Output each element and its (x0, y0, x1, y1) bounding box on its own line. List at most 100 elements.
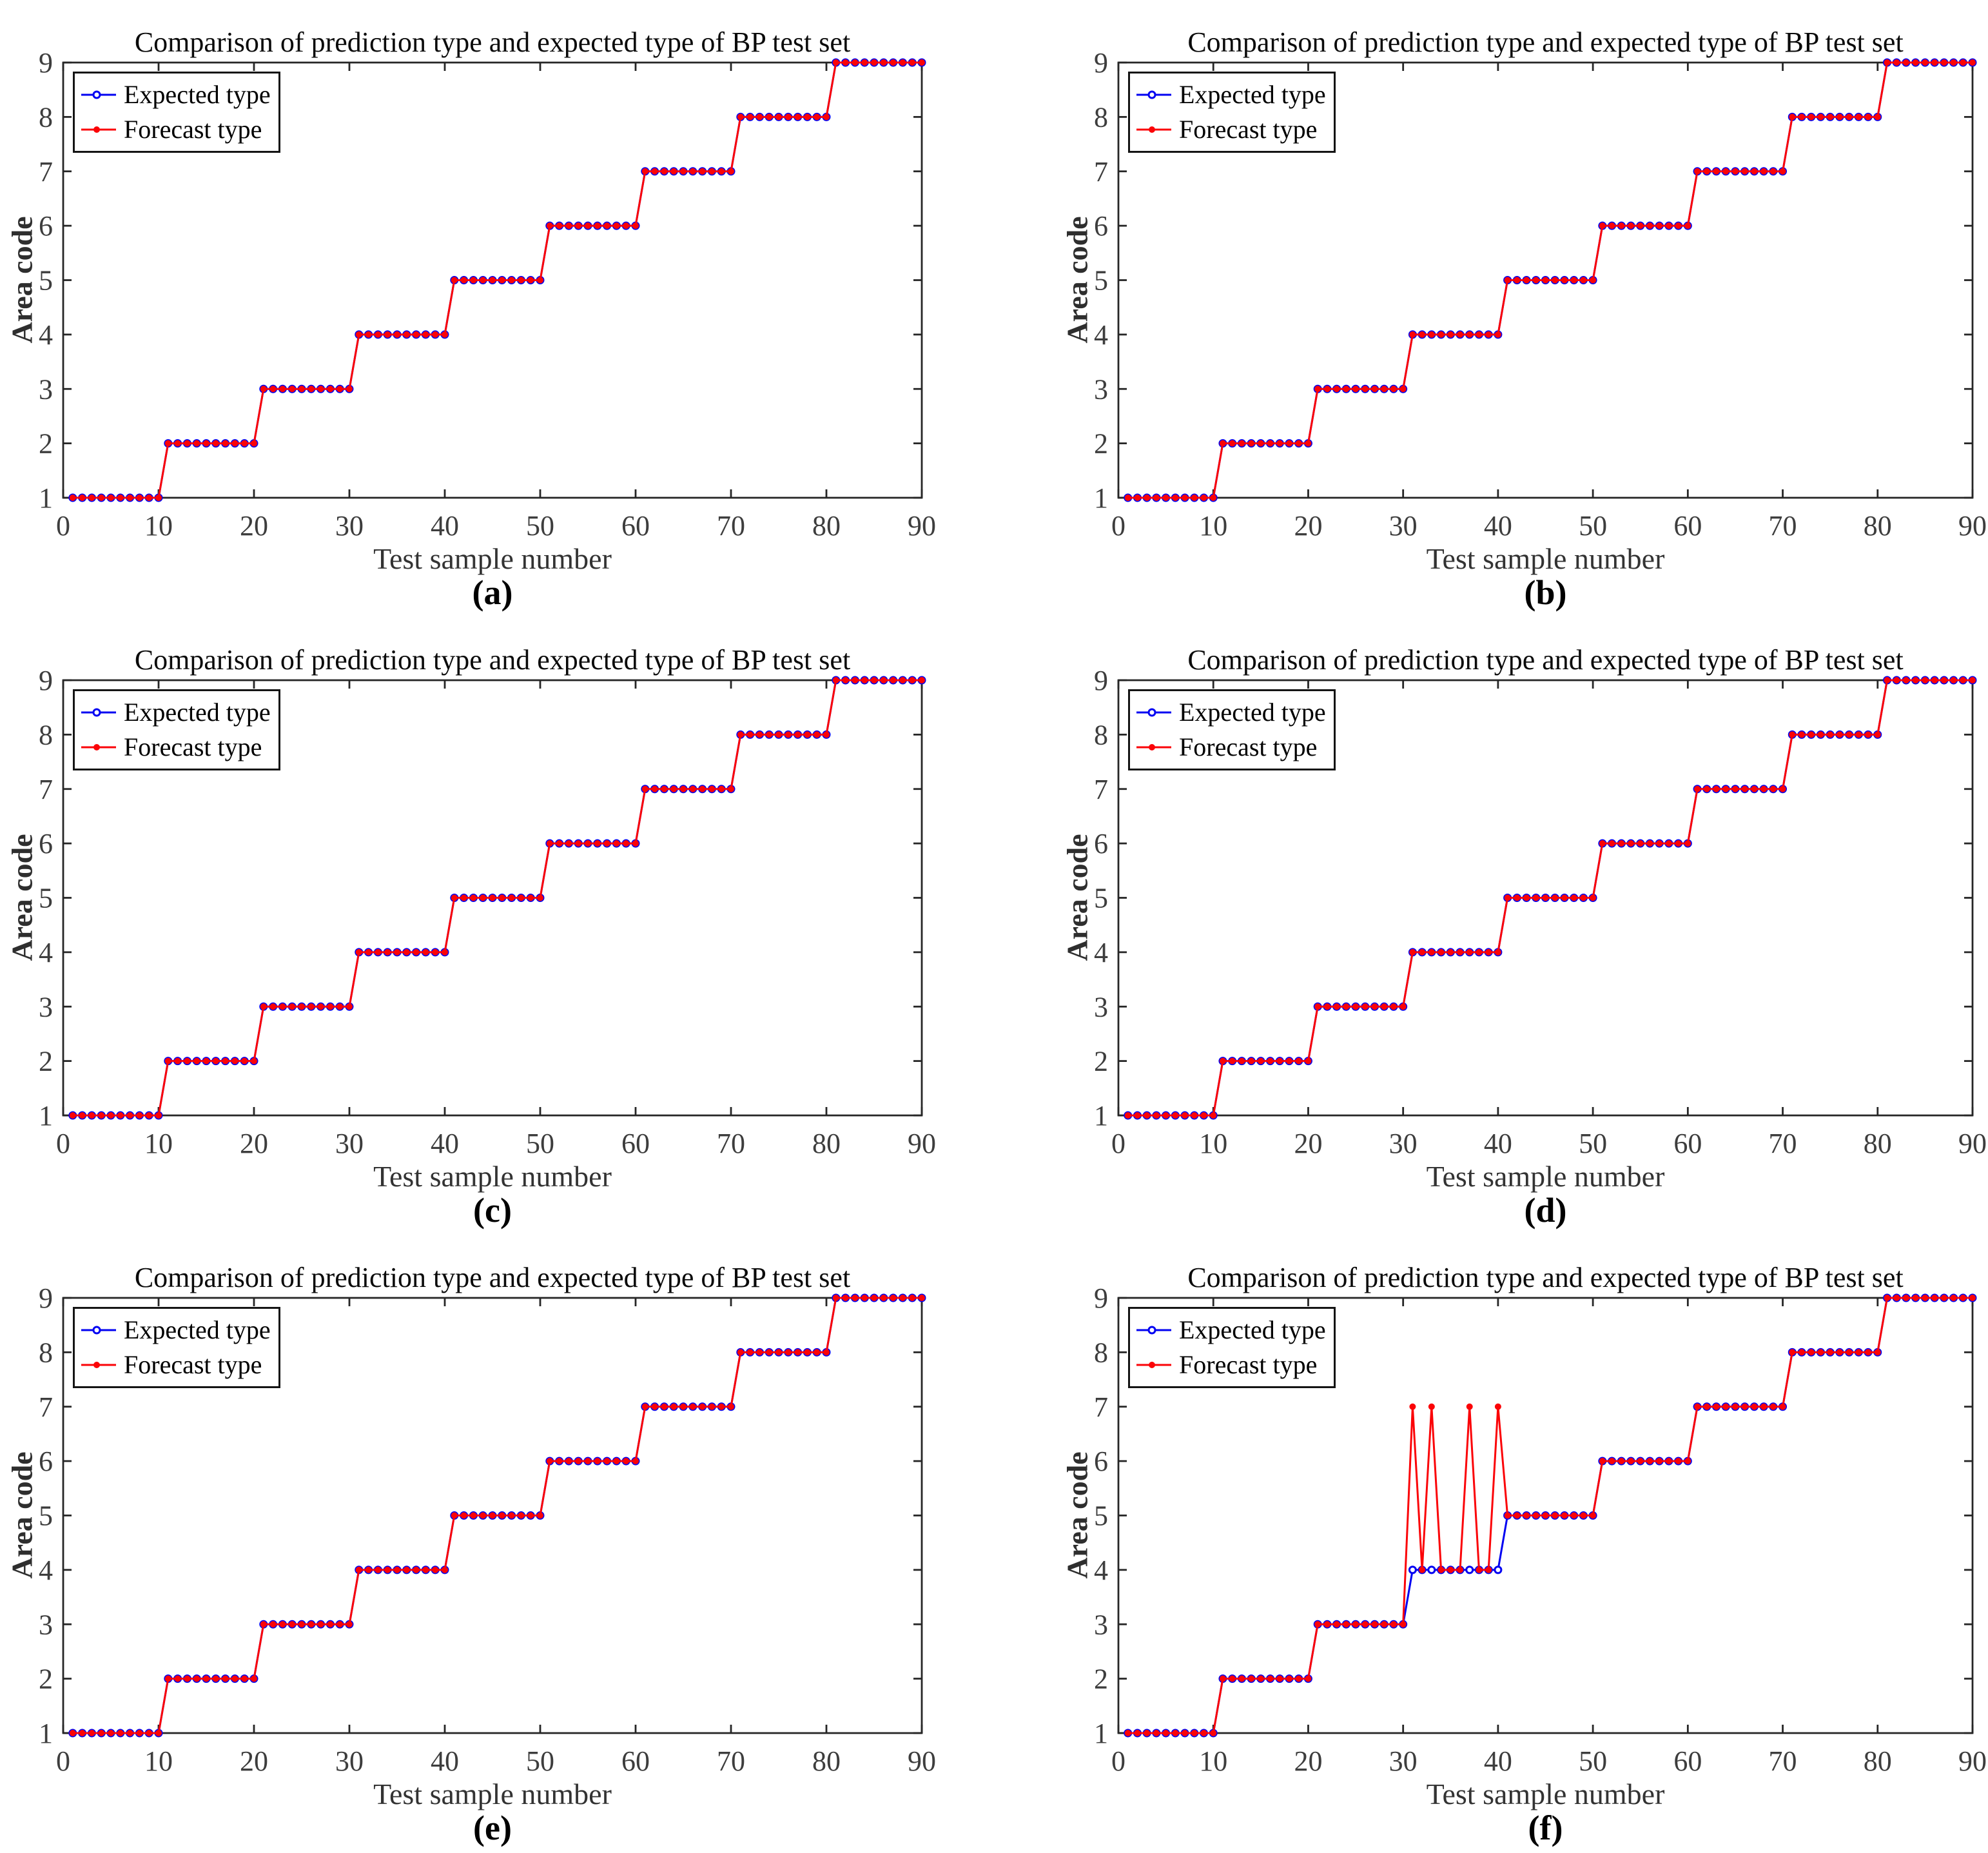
svg-text:10: 10 (144, 1128, 173, 1159)
svg-text:3: 3 (1094, 373, 1108, 405)
panel-b: Comparison of prediction type and expect… (994, 0, 1988, 618)
svg-text:60: 60 (621, 1128, 650, 1159)
svg-text:80: 80 (1864, 1745, 1892, 1777)
expected-line-marker-icon (1136, 1326, 1171, 1335)
legend-item-expected: Expected type (1135, 77, 1326, 112)
svg-text:5: 5 (1094, 883, 1108, 914)
panel-label: (e) (473, 1809, 512, 1847)
svg-text:10: 10 (1199, 1128, 1227, 1159)
x-axis-label: Test sample number (1426, 1778, 1665, 1810)
svg-text:0: 0 (1111, 1745, 1126, 1777)
svg-text:1: 1 (1094, 482, 1108, 514)
svg-text:4: 4 (1094, 937, 1108, 968)
svg-text:6: 6 (39, 1446, 53, 1477)
legend-item-expected: Expected type (1135, 1313, 1326, 1348)
plot-area: 0 10 20 30 40 50 60 70 80 90 1 2 3 4 5 6 7 8 9 (1094, 1282, 1987, 1777)
svg-text:8: 8 (1094, 719, 1108, 750)
svg-text:2: 2 (1094, 428, 1108, 460)
svg-text:8: 8 (39, 719, 53, 750)
svg-text:5: 5 (39, 883, 53, 914)
svg-text:9: 9 (1094, 665, 1108, 696)
svg-text:20: 20 (240, 510, 268, 542)
svg-text:0: 0 (1111, 1128, 1126, 1159)
svg-text:80: 80 (1864, 510, 1892, 542)
svg-text:90: 90 (1958, 1128, 1987, 1159)
legend-label: Expected type (1179, 698, 1326, 727)
legend: Expected type Forecast type (1128, 72, 1336, 153)
svg-text:0: 0 (1111, 510, 1126, 542)
svg-text:20: 20 (240, 1128, 268, 1159)
x-axis-label: Test sample number (1426, 1160, 1665, 1193)
chart-title: Comparison of prediction type and expect… (1187, 644, 1904, 676)
svg-text:7: 7 (1094, 774, 1108, 805)
legend-item-expected: Expected type (80, 695, 271, 730)
svg-text:80: 80 (812, 510, 841, 542)
expected-line-marker-icon (81, 90, 116, 99)
svg-text:4: 4 (39, 937, 53, 968)
svg-text:30: 30 (1389, 1745, 1418, 1777)
svg-text:70: 70 (717, 1128, 745, 1159)
svg-text:50: 50 (1579, 1745, 1607, 1777)
svg-text:2: 2 (1094, 1663, 1108, 1695)
legend-label: Forecast type (1179, 1350, 1318, 1379)
chart-title: Comparison of prediction type and expect… (1187, 1262, 1904, 1293)
chart-title: Comparison of prediction type and expect… (134, 1262, 851, 1293)
svg-text:1: 1 (39, 1100, 53, 1132)
svg-text:4: 4 (39, 319, 53, 351)
svg-text:2: 2 (39, 1046, 53, 1077)
legend: Expected type Forecast type (73, 72, 280, 153)
panel-label: (d) (1524, 1191, 1567, 1230)
legend-item-forecast: Forecast type (1135, 112, 1326, 147)
svg-text:3: 3 (1094, 1609, 1108, 1640)
svg-text:5: 5 (1094, 1500, 1108, 1532)
chart-title: Comparison of prediction type and expect… (134, 644, 851, 676)
svg-text:9: 9 (1094, 1282, 1108, 1314)
svg-text:1: 1 (39, 1718, 53, 1749)
svg-text:50: 50 (526, 1745, 554, 1777)
panel-e: Comparison of prediction type and expect… (0, 1235, 994, 1853)
svg-text:1: 1 (39, 482, 53, 514)
x-axis-label: Test sample number (373, 542, 612, 575)
legend-item-forecast: Forecast type (1135, 730, 1326, 765)
svg-text:3: 3 (39, 991, 53, 1023)
svg-text:90: 90 (1958, 1745, 1987, 1777)
chart-title: Comparison of prediction type and expect… (134, 26, 851, 58)
svg-text:9: 9 (39, 47, 53, 79)
svg-text:40: 40 (431, 1745, 459, 1777)
plot-area: 0 10 20 30 40 50 60 70 80 90 1 2 3 4 5 6 7 8 9 (39, 665, 936, 1159)
svg-text:10: 10 (1199, 510, 1227, 542)
svg-text:5: 5 (39, 265, 53, 297)
forecast-line-marker-icon (1136, 744, 1171, 750)
svg-text:5: 5 (1094, 265, 1108, 297)
expected-line-marker-icon (1136, 708, 1171, 717)
legend-item-expected: Expected type (1135, 695, 1326, 730)
svg-text:20: 20 (1294, 1128, 1322, 1159)
x-axis-label: Test sample number (373, 1160, 612, 1193)
svg-text:7: 7 (1094, 156, 1108, 188)
legend-label: Expected type (124, 1315, 271, 1344)
expected-line-marker-icon (81, 708, 116, 717)
svg-text:40: 40 (431, 510, 459, 542)
svg-text:90: 90 (908, 1128, 936, 1159)
legend-label: Expected type (1179, 80, 1326, 109)
svg-text:40: 40 (1484, 1128, 1512, 1159)
legend: Expected type Forecast type (73, 1307, 280, 1388)
svg-text:2: 2 (1094, 1046, 1108, 1077)
svg-text:1: 1 (1094, 1100, 1108, 1132)
legend-item-forecast: Forecast type (80, 1348, 271, 1382)
svg-text:90: 90 (908, 1745, 936, 1777)
svg-text:5: 5 (39, 1500, 53, 1532)
forecast-line-marker-icon (1136, 126, 1171, 133)
panel-d: Comparison of prediction type and expect… (994, 618, 1988, 1235)
legend: Expected type Forecast type (73, 689, 280, 770)
forecast-line-marker-icon (81, 1362, 116, 1368)
forecast-line-marker-icon (81, 126, 116, 133)
legend-label: Forecast type (1179, 732, 1318, 761)
svg-text:30: 30 (1389, 510, 1418, 542)
legend-label: Expected type (124, 80, 271, 109)
plot-area: 0 10 20 30 40 50 60 70 80 90 1 2 3 4 5 6 7 8 9 (39, 47, 936, 542)
svg-text:80: 80 (812, 1745, 841, 1777)
legend-item-forecast: Forecast type (1135, 1348, 1326, 1382)
svg-text:70: 70 (717, 1745, 745, 1777)
